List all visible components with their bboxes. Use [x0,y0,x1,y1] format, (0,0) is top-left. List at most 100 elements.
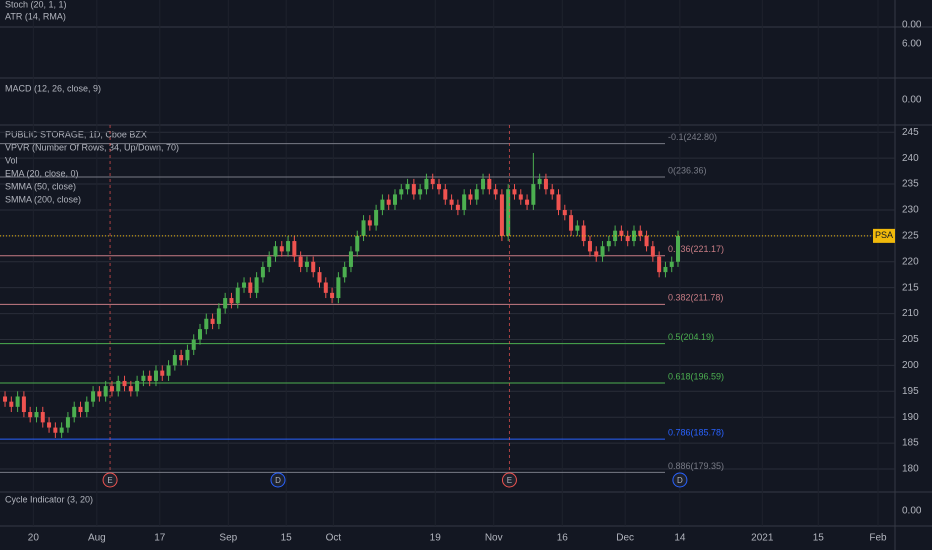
candle-body [223,298,228,309]
candle-body [78,406,83,413]
candle-body [581,225,586,242]
event-marker [672,472,688,488]
candle-body [216,308,221,324]
candle-body [531,184,536,205]
candle-body [304,261,309,267]
x-tick-label: 20 [28,533,40,544]
candle-body [336,277,341,299]
x-tick-label: Nov [485,533,503,544]
x-tick-label: 19 [430,533,442,544]
pane-tick-label: 0.00 [902,506,922,517]
candle-body [286,241,291,252]
candle-body [342,266,347,278]
candle-body [267,256,272,267]
candle-body [474,189,479,200]
candle-body [116,380,121,392]
pane-title: ATR (14, RMA) [5,11,66,21]
y-tick-label: 230 [902,205,919,216]
candle-body [330,292,335,299]
candle-body [273,246,278,257]
candle-body [235,287,240,304]
y-tick-label: 205 [902,334,919,345]
candle-body [512,189,517,195]
candle-body [424,178,429,190]
fib-label: 0(236.36) [668,165,707,175]
pane-title: Cycle Indicator (3, 20) [5,494,93,504]
candle-body [348,251,353,267]
candle-body [399,189,404,195]
y-tick-label: 215 [902,282,919,293]
fib-label: 0.382(211.78) [668,293,723,303]
y-tick-label: 185 [902,438,919,449]
x-tick-label: 2021 [751,533,774,544]
event-label: D [677,476,683,485]
x-tick-label: Aug [88,533,106,544]
candle-body [537,178,542,185]
candle-body [455,204,460,210]
candle-body [543,178,548,190]
candle-body [569,215,574,231]
candle-body [311,261,316,273]
last-price-box [873,228,895,243]
fib-label: 0.786(185.78) [668,427,724,437]
legend-entry: SMMA (200, close) [5,194,81,204]
candle-body [481,178,486,190]
fib-label: 0.886(179.35) [668,461,724,471]
event-label: E [507,476,512,485]
fib-label: -0.1(242.80) [668,132,717,142]
candle-body [172,355,177,366]
candle-body [15,396,20,407]
candle-body [135,380,140,392]
legend-entry: SMMA (50, close) [5,181,76,191]
candle-body [676,235,681,262]
x-tick-label: 14 [674,533,686,544]
candle-body [562,209,567,216]
candle-body [600,246,605,257]
candle-body [462,194,467,210]
y-tick-label: 210 [902,308,919,319]
candle-body [669,261,674,267]
candle-body [242,282,247,288]
candle-body [254,277,259,293]
candle-body [449,199,454,205]
candle-body [141,375,146,381]
legend-entry: Vol [5,155,18,165]
y-tick-label: 240 [902,153,919,164]
candle-body [103,386,108,397]
candle-body [279,246,284,252]
candle-body [97,391,102,397]
candle-body [437,184,442,190]
candle-body [418,189,423,195]
y-tick-label: 245 [902,127,919,138]
candle-body [72,406,77,418]
candle-body [650,246,655,257]
candle-body [317,272,322,283]
candle-body [147,375,152,381]
candle-body [606,241,611,247]
candle-body [260,266,265,278]
x-tick-label: Dec [616,533,634,544]
candle-body [28,412,33,418]
candle-body [59,427,64,433]
candle-body [292,241,297,257]
candle-body [506,189,511,236]
candle-body [556,194,561,210]
candle-body [619,230,624,236]
candle-body [657,256,662,273]
candle-body [9,401,14,407]
candle-body [47,422,52,428]
x-tick-label: Oct [326,533,342,544]
candle-body [550,189,555,195]
candle-body [198,329,203,340]
candle-body [323,282,328,293]
candle-body [84,401,89,413]
candle-body [53,427,58,433]
event-marker [270,472,286,488]
event-marker [501,472,517,488]
candle-body [185,349,190,361]
candle-body [298,256,303,267]
candle-body [191,339,196,350]
candle-body [411,184,416,195]
